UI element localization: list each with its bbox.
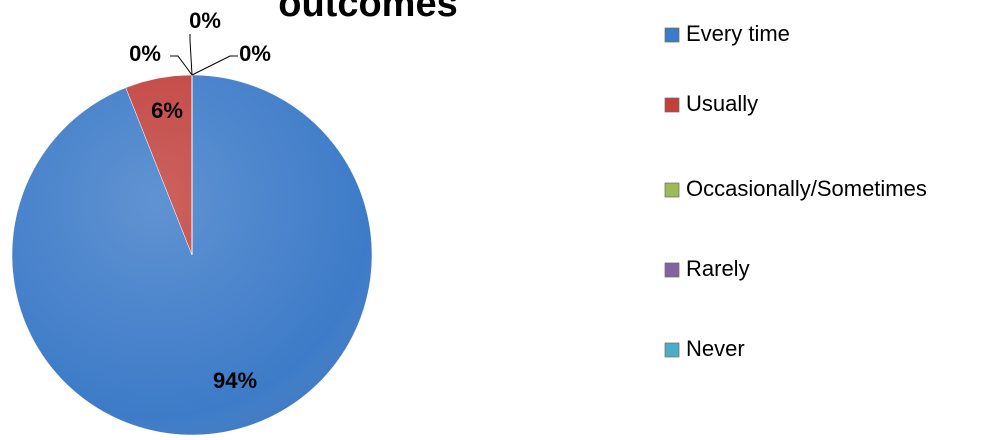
leader-line — [189, 34, 193, 76]
pie: 94% 6% 0% 0% 0% — [11, 8, 373, 436]
legend-label: Every time — [686, 21, 790, 46]
data-label: 0% — [239, 41, 271, 66]
legend-label: Occasionally/Sometimes — [686, 176, 927, 201]
legend-swatch — [664, 27, 680, 43]
data-label: 94% — [213, 368, 257, 393]
data-label: 0% — [129, 41, 161, 66]
data-label: 6% — [151, 98, 183, 123]
legend: Every time Usually Occasionally/Sometimes R… — [664, 21, 927, 361]
chart-title: outcomes — [278, 0, 457, 25]
leader-line — [170, 55, 193, 76]
data-label: 0% — [189, 8, 221, 33]
legend-label: Usually — [686, 91, 758, 116]
legend-label: Rarely — [686, 256, 750, 281]
legend-swatch — [664, 342, 680, 358]
leader-line — [191, 55, 238, 76]
legend-label: Never — [686, 336, 745, 361]
legend-swatch — [664, 262, 680, 278]
legend-swatch — [664, 182, 680, 198]
legend-swatch — [664, 97, 680, 113]
